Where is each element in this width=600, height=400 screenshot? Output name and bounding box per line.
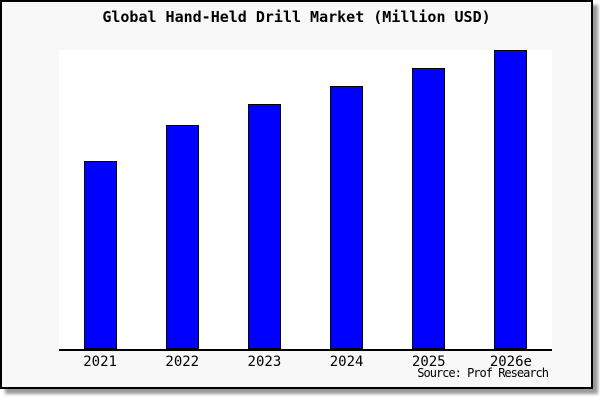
bar-2026e [494, 50, 527, 349]
x-tick-label-2024: 2024 [329, 354, 364, 370]
bar-2023 [248, 104, 281, 349]
plot-area [59, 50, 552, 351]
bar-2022 [166, 125, 199, 349]
x-tick-label-2025: 2025 [411, 354, 446, 370]
x-tick-label-2026e: 2026e [489, 354, 532, 370]
bar-2025 [412, 68, 445, 349]
chart-title: Global Hand-Held Drill Market (Million U… [102, 8, 491, 26]
x-tick-label-2021: 2021 [83, 354, 117, 370]
x-tick-label-2022: 2022 [165, 354, 200, 370]
chart-figure: Global Hand-Held Drill Market (Million U… [0, 0, 593, 389]
x-tick-label-2023: 2023 [247, 354, 282, 370]
bar-2021 [84, 161, 117, 349]
x-axis-tick-labels: 2021 2022 2023 2024 2025 2026e [59, 354, 552, 370]
bar-2024 [330, 86, 363, 349]
source-attribution: Source: Prof Research [417, 366, 549, 380]
